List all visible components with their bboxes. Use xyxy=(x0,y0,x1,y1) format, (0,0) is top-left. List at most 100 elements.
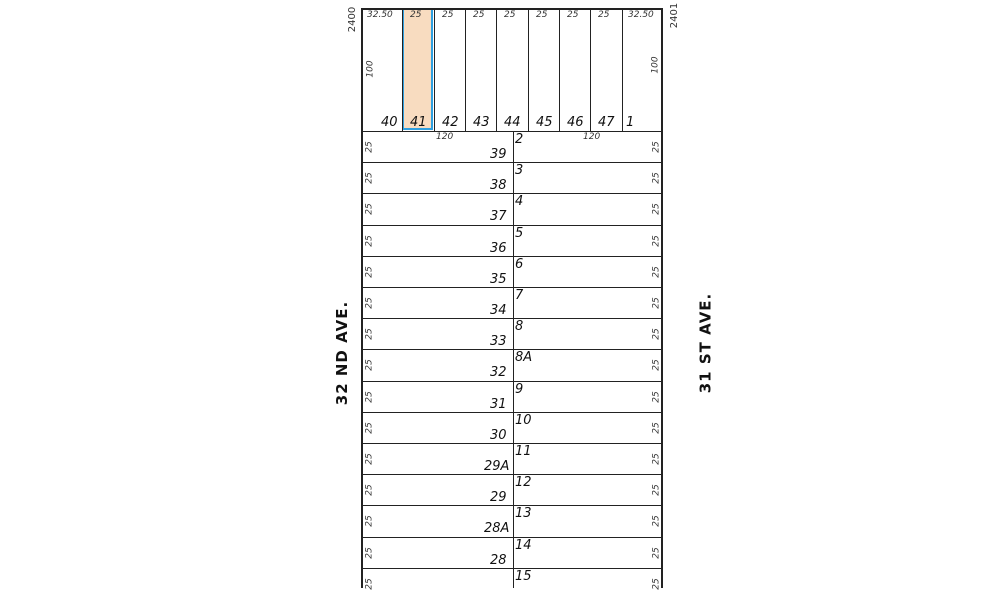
row-dim-right: 25 xyxy=(651,391,662,403)
lot-number[interactable]: 8A xyxy=(515,350,533,365)
row-dim-right: 25 xyxy=(651,328,662,340)
lot-line xyxy=(361,381,663,382)
lot-number[interactable]: 14 xyxy=(515,538,532,553)
lot-line xyxy=(361,162,663,163)
lot-line-center xyxy=(513,131,514,588)
lot-number[interactable]: 39 xyxy=(490,147,507,162)
row-dim-right: 25 xyxy=(651,141,662,153)
lot-number[interactable]: 33 xyxy=(490,334,507,349)
row-dim-right: 25 xyxy=(651,266,662,278)
block-number-right: 2401 xyxy=(669,2,681,29)
lot-number[interactable]: 30 xyxy=(490,428,507,443)
lot-number[interactable]: 46 xyxy=(567,115,584,130)
row-dim-left: 25 xyxy=(364,328,375,340)
block-boundary-left xyxy=(361,8,363,588)
lot-number[interactable]: 8 xyxy=(515,319,524,334)
lot-number[interactable]: 41 xyxy=(410,115,427,130)
row-dim-right: 25 xyxy=(651,172,662,184)
lot-line xyxy=(465,8,466,131)
lot-line xyxy=(559,8,560,131)
lot-line xyxy=(361,537,663,538)
selected-lot-highlight[interactable] xyxy=(402,8,433,130)
lot-line xyxy=(361,225,663,226)
frontage-label: 25 xyxy=(410,10,422,20)
lot-number[interactable]: 36 xyxy=(490,241,507,256)
lot-number[interactable]: 38 xyxy=(490,178,507,193)
lot-line xyxy=(361,412,663,413)
lot-line xyxy=(622,8,623,131)
lot-number[interactable]: 13 xyxy=(515,506,532,521)
lot-number[interactable]: 7 xyxy=(515,288,524,303)
lot-line xyxy=(361,318,663,319)
row-dim-left: 25 xyxy=(364,547,375,559)
lot-number[interactable]: 47 xyxy=(598,115,615,130)
row-dim-right: 25 xyxy=(651,422,662,434)
frontage-label: 25 xyxy=(473,10,485,20)
lot-number[interactable]: 15 xyxy=(515,569,532,584)
frontage-label: 32.50 xyxy=(628,10,654,20)
row-dim-left: 25 xyxy=(364,515,375,527)
lot-line xyxy=(361,349,663,350)
row-dim-left: 25 xyxy=(364,266,375,278)
lot-line xyxy=(361,443,663,444)
lot-number[interactable]: 11 xyxy=(515,444,532,459)
street-label-right: 31 ST AVE. xyxy=(696,292,715,394)
lot-number[interactable]: 45 xyxy=(536,115,553,130)
lot-number[interactable]: 5 xyxy=(515,226,524,241)
lot-number[interactable]: 1 xyxy=(626,115,635,130)
lot-number[interactable]: 34 xyxy=(490,303,507,318)
lot-number[interactable]: 28A xyxy=(484,521,510,536)
lot-number[interactable]: 32 xyxy=(490,365,507,380)
row-dim-right: 25 xyxy=(651,453,662,465)
lot-line xyxy=(590,8,591,131)
row-dim-right: 25 xyxy=(651,359,662,371)
block-boundary-right xyxy=(661,8,663,588)
depth-label-right: 120 xyxy=(583,132,601,142)
lot-number[interactable]: 40 xyxy=(381,115,398,130)
lot-line xyxy=(361,474,663,475)
lot-number[interactable]: 31 xyxy=(490,397,507,412)
row-dim-left: 25 xyxy=(364,422,375,434)
row-dim-left: 25 xyxy=(364,484,375,496)
lot-number[interactable]: 44 xyxy=(504,115,521,130)
row-dim-left: 25 xyxy=(364,172,375,184)
frontage-label: 25 xyxy=(598,10,610,20)
lot-number[interactable]: 28 xyxy=(490,553,507,568)
lot-number[interactable]: 43 xyxy=(473,115,490,130)
lot-number[interactable]: 4 xyxy=(515,194,524,209)
lot-number[interactable]: 6 xyxy=(515,257,524,272)
row-dim-left: 25 xyxy=(364,141,375,153)
lot-number[interactable]: 42 xyxy=(442,115,459,130)
lot-line xyxy=(361,131,663,132)
lot-line xyxy=(402,8,403,131)
block-boundary-top xyxy=(361,8,663,10)
row-dim-right: 25 xyxy=(651,297,662,309)
lot-number[interactable]: 29A xyxy=(484,459,510,474)
frontage-label: 25 xyxy=(442,10,454,20)
row-dim-right: 25 xyxy=(651,484,662,496)
row-dim-right: 25 xyxy=(651,203,662,215)
row-dim-left: 25 xyxy=(364,203,375,215)
lot-number[interactable]: 10 xyxy=(515,413,532,428)
lot-number[interactable]: 9 xyxy=(515,382,524,397)
frontage-label: 25 xyxy=(504,10,516,20)
row-dim-left: 25 xyxy=(364,391,375,403)
row-dim-left: 25 xyxy=(364,235,375,247)
lot-number[interactable]: 3 xyxy=(515,163,524,178)
lot-line xyxy=(361,568,663,569)
lot-number[interactable]: 12 xyxy=(515,475,532,490)
row-dim-right: 25 xyxy=(651,547,662,559)
lot-number[interactable]: 2 xyxy=(515,132,524,147)
frontage-label: 32.50 xyxy=(367,10,393,20)
lot-line xyxy=(361,256,663,257)
depth-right: 100 xyxy=(650,56,661,74)
lot-number[interactable]: 29 xyxy=(490,490,507,505)
lot-number[interactable]: 35 xyxy=(490,272,507,287)
lot-line xyxy=(496,8,497,131)
row-dim-left: 25 xyxy=(364,359,375,371)
lot-number[interactable]: 37 xyxy=(490,209,507,224)
lot-line xyxy=(528,8,529,131)
lot-line xyxy=(361,505,663,506)
street-label-left: 32 ND AVE. xyxy=(333,300,352,406)
lot-line xyxy=(361,287,663,288)
